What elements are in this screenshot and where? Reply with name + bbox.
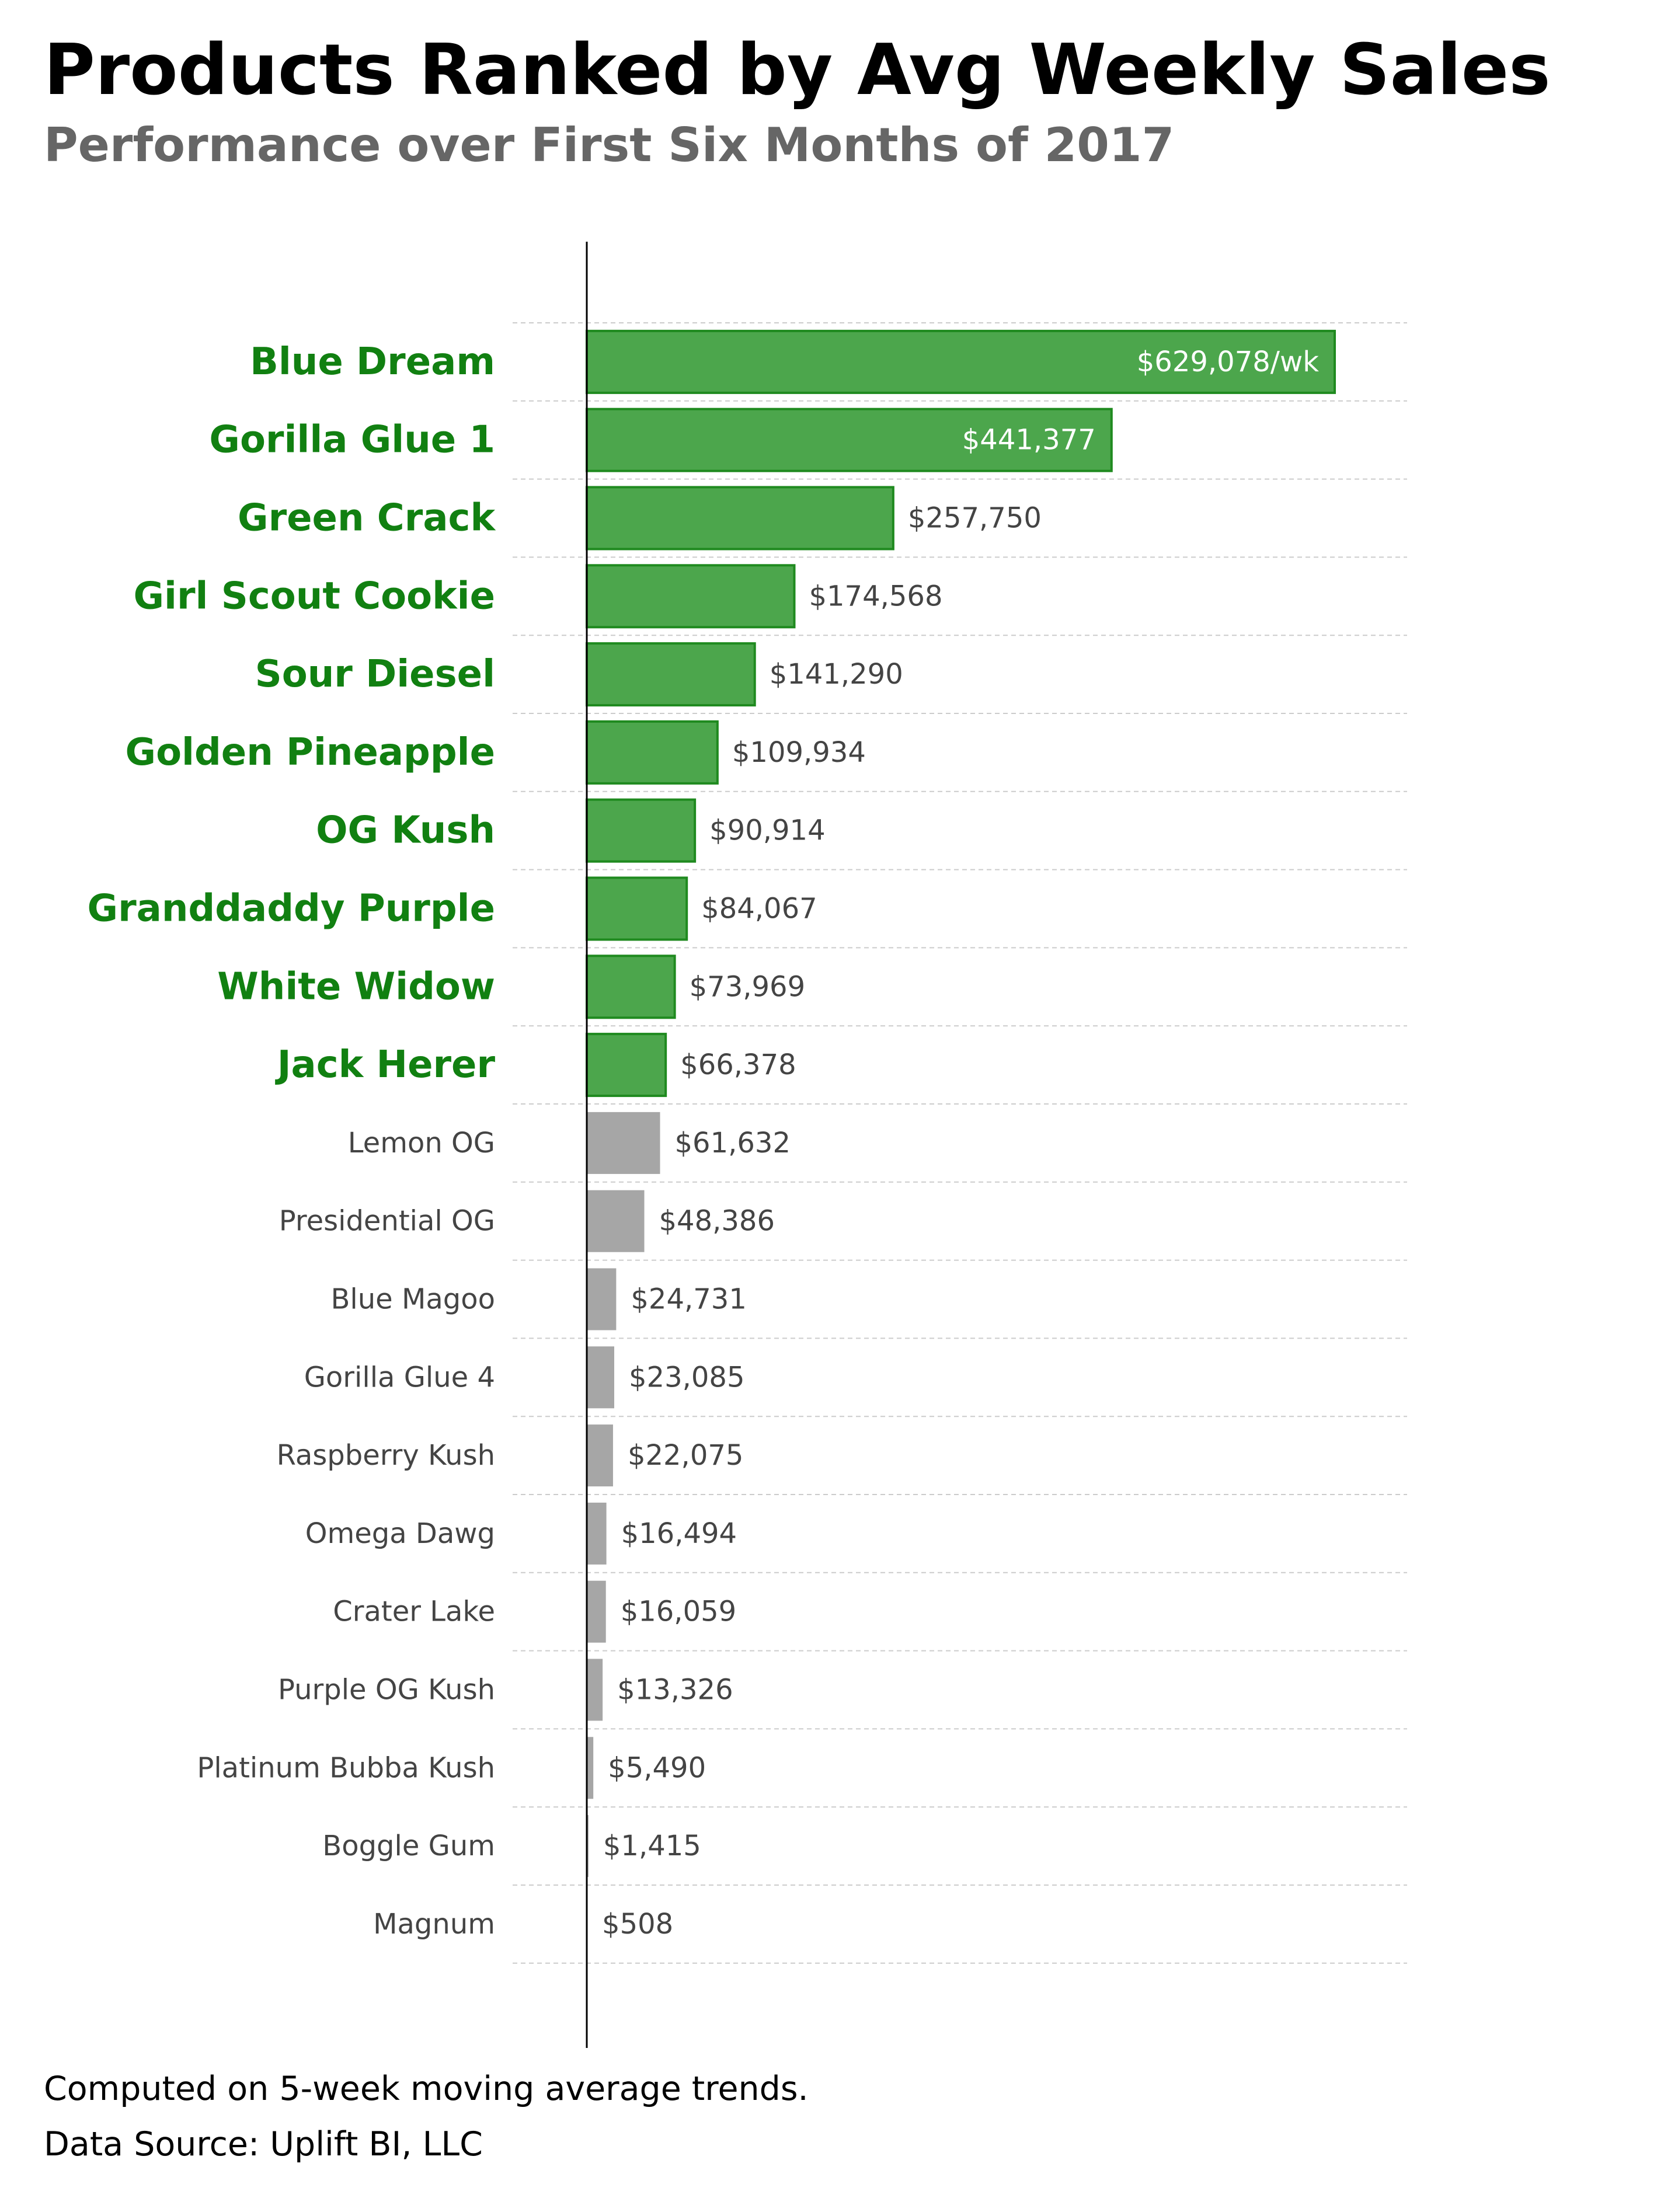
bar [586,955,676,1019]
value-label: $629,078/wk [1137,346,1319,378]
value-label: $1,415 [603,1830,701,1862]
category-label: Granddaddy Purple [88,887,495,931]
bar [586,564,796,629]
bar [587,1346,615,1409]
category-label: Boggle Gum [322,1830,495,1862]
chart-subtitle: Performance over First Six Months of 201… [44,118,1175,172]
bar [586,798,697,863]
value-label: $141,290 [770,658,903,691]
bars [586,329,1336,1955]
category-label: Green Crack [238,497,496,540]
value-labels: $629,078/wk $441,377 $257,750 $174,568 $141,… [602,346,1319,1941]
gridlines [513,322,1407,1964]
value-label: $13,326 [617,1674,733,1706]
value-label: $48,386 [659,1205,775,1238]
category-label: Blue Magoo [330,1283,495,1316]
footnote-method: Computed on 5-week moving average trends… [44,2070,809,2108]
value-label: $84,067 [701,893,817,925]
value-label: $24,731 [631,1283,747,1316]
value-label: $23,085 [629,1361,745,1394]
category-label: White Widow [217,965,495,1008]
category-label: Magnum [373,1908,495,1941]
category-label: Purple OG Kush [278,1674,495,1706]
category-label: Golden Pineapple [126,731,495,774]
value-label: $73,969 [690,970,806,1003]
category-labels: Blue Dream Gorilla Glue 1 Green Crack Girl … [88,340,496,1941]
value-label: $109,934 [732,736,866,769]
bar [587,1580,606,1643]
bar [586,1033,667,1098]
category-label: Gorilla Glue 4 [304,1361,495,1394]
category-label: Sour Diesel [255,653,495,696]
value-label: $16,059 [621,1596,737,1628]
value-label: $66,378 [680,1048,796,1081]
value-label: $61,632 [675,1127,791,1159]
category-label: Presidential OG [279,1205,495,1238]
bar [586,329,1336,394]
value-label: $257,750 [908,502,1042,535]
bar [586,642,756,707]
bar [587,1424,613,1487]
category-label: Lemon OG [348,1127,495,1159]
bar [586,876,688,941]
value-label: $441,377 [962,424,1096,457]
category-label: Platinum Bubba Kush [197,1751,495,1784]
bar [586,720,719,785]
category-label: Blue Dream [250,340,495,384]
bar [587,1112,660,1174]
category-label: Girl Scout Cookie [134,574,496,618]
value-label: $5,490 [608,1751,706,1784]
value-label: $22,075 [628,1439,744,1472]
value-label: $508 [602,1908,673,1941]
bar [587,1737,594,1799]
chart-title: Products Ranked by Avg Weekly Sales [44,30,1551,111]
category-label: OG Kush [316,809,495,852]
bar [587,1268,617,1330]
category-label: Jack Herer [275,1043,496,1086]
category-label: Omega Dawg [305,1517,495,1550]
category-label: Crater Lake [333,1596,495,1628]
value-label: $90,914 [709,814,826,847]
bar [587,1659,603,1721]
bar [587,1190,645,1252]
footnote-source: Data Source: Uplift BI, LLC [44,2125,483,2164]
value-label: $174,568 [809,580,942,612]
bar [586,407,1113,472]
bar [587,1502,607,1565]
value-label: $16,494 [621,1517,737,1550]
category-label: Raspberry Kush [277,1439,495,1472]
bar [586,486,894,551]
category-label: Gorilla Glue 1 [209,419,495,462]
